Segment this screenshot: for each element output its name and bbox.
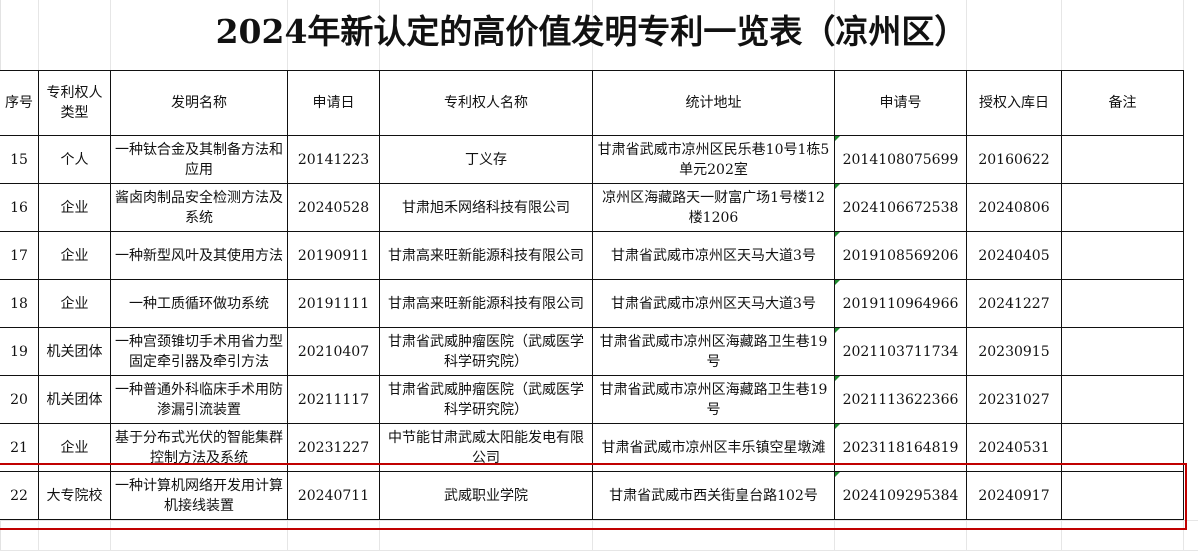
cell-holder-name[interactable]: 武威职业学院: [379, 471, 593, 520]
cell-address[interactable]: 甘肃省武威市凉州区海藏路卫生巷19号: [592, 375, 835, 424]
cell-invention-name[interactable]: 一种钛合金及其制备方法和应用: [110, 135, 288, 184]
cell-remarks[interactable]: [1061, 279, 1184, 328]
cell-seq[interactable]: 20: [0, 375, 39, 424]
cell-remarks[interactable]: [1061, 135, 1184, 184]
cell-holder-type[interactable]: 企业: [38, 231, 111, 280]
cell-grant-date[interactable]: 20241227: [966, 279, 1062, 328]
cell-grant-date[interactable]: 20240531: [966, 423, 1062, 472]
cell-holder-type[interactable]: 个人: [38, 135, 111, 184]
cell-apply-date[interactable]: 20231227: [287, 423, 380, 472]
cell-seq[interactable]: 18: [0, 279, 39, 328]
cell-holder-type[interactable]: 企业: [38, 183, 111, 232]
table-row: 19 机关团体 一种宫颈锥切手术用省力型固定牵引器及牵引方法 20210407 甘肃省武…: [0, 327, 1184, 376]
cell-apply-date[interactable]: 20211117: [287, 375, 380, 424]
cell-invention-name[interactable]: 一种工质循环做功系统: [110, 279, 288, 328]
patent-table: 序号 专利权人类型 发明名称 申请日 专利权人名称 统计地址 申请号 授权入库日 备注 15 个人…: [0, 70, 1184, 520]
column-header-holder-type[interactable]: 专利权人类型: [38, 70, 111, 136]
column-header-grant-date[interactable]: 授权入库日: [966, 70, 1062, 136]
column-header-remarks[interactable]: 备注: [1061, 70, 1184, 136]
cell-holder-type[interactable]: 大专院校: [38, 471, 111, 520]
cell-holder-name[interactable]: 甘肃省武威肿瘤医院（武威医学科学研究院）: [379, 375, 593, 424]
cell-holder-type[interactable]: 企业: [38, 423, 111, 472]
cell-holder-name[interactable]: 甘肃旭禾网络科技有限公司: [379, 183, 593, 232]
cell-seq[interactable]: 17: [0, 231, 39, 280]
cell-holder-name[interactable]: 甘肃省武威肿瘤医院（武威医学科学研究院）: [379, 327, 593, 376]
cell-holder-type[interactable]: 机关团体: [38, 327, 111, 376]
cell-remarks[interactable]: [1061, 327, 1184, 376]
cell-seq[interactable]: 19: [0, 327, 39, 376]
cell-holder-name[interactable]: 甘肃高来旺新能源科技有限公司: [379, 279, 593, 328]
cell-holder-type[interactable]: 机关团体: [38, 375, 111, 424]
column-header-invention-name[interactable]: 发明名称: [110, 70, 288, 136]
table-row: 15 个人 一种钛合金及其制备方法和应用 20141223 丁义存 甘肃省武威市凉州区民乐…: [0, 135, 1184, 184]
cell-address[interactable]: 甘肃省武威市凉州区天马大道3号: [592, 231, 835, 280]
cell-invention-name[interactable]: 一种普通外科临床手术用防渗漏引流装置: [110, 375, 288, 424]
cell-application-no[interactable]: 2024106672538: [834, 183, 967, 232]
cell-remarks[interactable]: [1061, 231, 1184, 280]
cell-holder-name[interactable]: 甘肃高来旺新能源科技有限公司: [379, 231, 593, 280]
cell-address[interactable]: 甘肃省武威市西关街皇台路102号: [592, 471, 835, 520]
column-header-holder-name[interactable]: 专利权人名称: [379, 70, 593, 136]
cell-seq[interactable]: 16: [0, 183, 39, 232]
cell-apply-date[interactable]: 20240528: [287, 183, 380, 232]
cell-application-no[interactable]: 2019110964966: [834, 279, 967, 328]
page-title: 2024年新认定的高价值发明专利一览表（凉州区）: [215, 12, 968, 51]
table-row: 22 大专院校 一种计算机网络开发用计算机接线装置 20240711 武威职业学院 甘肃省…: [0, 471, 1184, 520]
cell-apply-date[interactable]: 20191111: [287, 279, 380, 328]
cell-address[interactable]: 甘肃省武威市凉州区民乐巷10号1栋5单元202室: [592, 135, 835, 184]
column-header-application-no[interactable]: 申请号: [834, 70, 967, 136]
cell-holder-type[interactable]: 企业: [38, 279, 111, 328]
cell-holder-name[interactable]: 中节能甘肃武威太阳能发电有限公司: [379, 423, 593, 472]
table-row: 18 企业 一种工质循环做功系统 20191111 甘肃高来旺新能源科技有限公司 甘肃省武…: [0, 279, 1184, 328]
cell-invention-name[interactable]: 酱卤肉制品安全检测方法及系统: [110, 183, 288, 232]
column-header-seq[interactable]: 序号: [0, 70, 39, 136]
cell-grant-date[interactable]: 20240806: [966, 183, 1062, 232]
cell-seq[interactable]: 15: [0, 135, 39, 184]
cell-holder-name[interactable]: 丁义存: [379, 135, 593, 184]
cell-address[interactable]: 甘肃省武威市凉州区天马大道3号: [592, 279, 835, 328]
header-row: 序号 专利权人类型 发明名称 申请日 专利权人名称 统计地址 申请号 授权入库日 备注: [0, 70, 1184, 136]
column-header-address[interactable]: 统计地址: [592, 70, 835, 136]
cell-grant-date[interactable]: 20231027: [966, 375, 1062, 424]
cell-address[interactable]: 甘肃省武威市凉州区海藏路卫生巷19号: [592, 327, 835, 376]
cell-seq[interactable]: 22: [0, 471, 39, 520]
cell-application-no[interactable]: 2014108075699: [834, 135, 967, 184]
cell-address[interactable]: 凉州区海藏路天一财富广场1号楼12楼1206: [592, 183, 835, 232]
cell-application-no[interactable]: 2019108569206: [834, 231, 967, 280]
cell-apply-date[interactable]: 20190911: [287, 231, 380, 280]
table-row: 16 企业 酱卤肉制品安全检测方法及系统 20240528 甘肃旭禾网络科技有限公司 凉州…: [0, 183, 1184, 232]
cell-seq[interactable]: 21: [0, 423, 39, 472]
column-header-apply-date[interactable]: 申请日: [287, 70, 380, 136]
cell-grant-date[interactable]: 20160622: [966, 135, 1062, 184]
cell-invention-name[interactable]: 一种宫颈锥切手术用省力型固定牵引器及牵引方法: [110, 327, 288, 376]
cell-remarks[interactable]: [1061, 183, 1184, 232]
cell-invention-name[interactable]: 一种新型风叶及其使用方法: [110, 231, 288, 280]
cell-invention-name[interactable]: 一种计算机网络开发用计算机接线装置: [110, 471, 288, 520]
cell-grant-date[interactable]: 20240917: [966, 471, 1062, 520]
cell-application-no[interactable]: 2024109295384: [834, 471, 967, 520]
cell-remarks[interactable]: [1061, 471, 1184, 520]
cell-grant-date[interactable]: 20240405: [966, 231, 1062, 280]
cell-remarks[interactable]: [1061, 375, 1184, 424]
table-row: 21 企业 基于分布式光伏的智能集群控制方法及系统 20231227 中节能甘肃武威太阳…: [0, 423, 1184, 472]
table-row: 17 企业 一种新型风叶及其使用方法 20190911 甘肃高来旺新能源科技有限公司 甘肃…: [0, 231, 1184, 280]
cell-address[interactable]: 甘肃省武威市凉州区丰乐镇空星墩滩: [592, 423, 835, 472]
cell-remarks[interactable]: [1061, 423, 1184, 472]
cell-invention-name[interactable]: 基于分布式光伏的智能集群控制方法及系统: [110, 423, 288, 472]
cell-application-no[interactable]: 2021103711734: [834, 327, 967, 376]
cell-grant-date[interactable]: 20230915: [966, 327, 1062, 376]
cell-apply-date[interactable]: 20210407: [287, 327, 380, 376]
cell-application-no[interactable]: 2023118164819: [834, 423, 967, 472]
gridline: [0, 520, 1198, 521]
cell-application-no[interactable]: 2021113622366: [834, 375, 967, 424]
table-row: 20 机关团体 一种普通外科临床手术用防渗漏引流装置 20211117 甘肃省武威肿瘤医…: [0, 375, 1184, 424]
cell-apply-date[interactable]: 20141223: [287, 135, 380, 184]
cell-apply-date[interactable]: 20240711: [287, 471, 380, 520]
